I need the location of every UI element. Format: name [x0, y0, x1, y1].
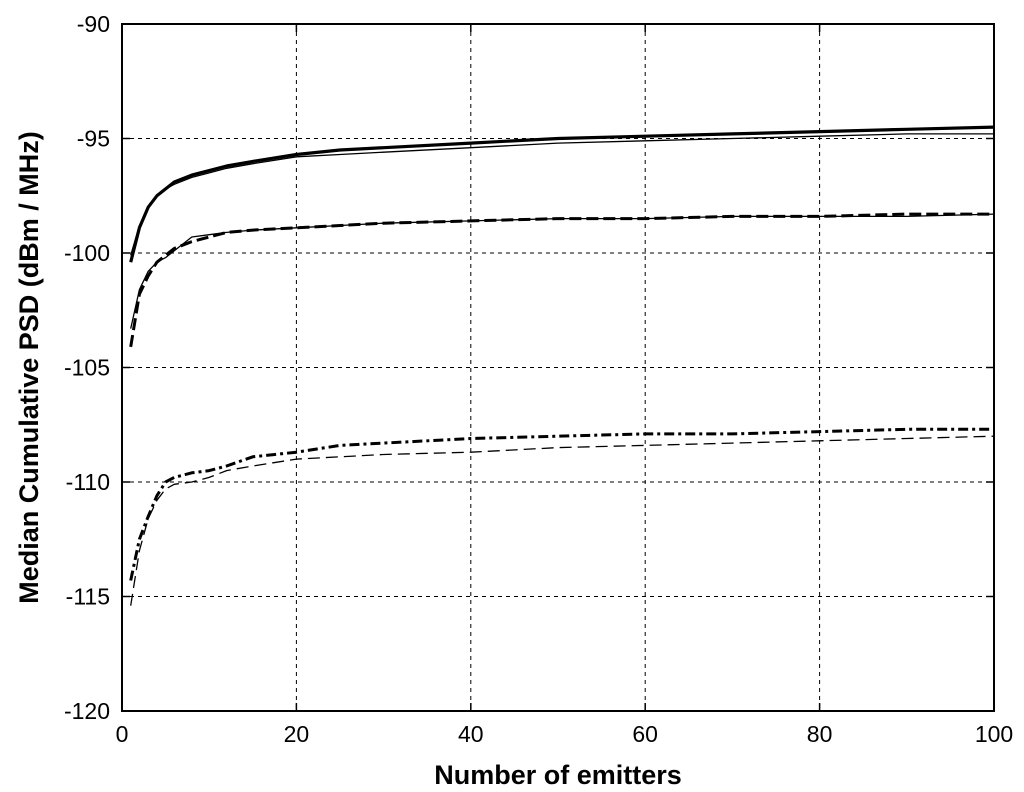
y-tick-label: -115 [66, 584, 110, 610]
x-tick-label: 60 [632, 721, 658, 747]
series-line-2 [130, 133, 994, 256]
x-axis-title: Number of emitters [434, 760, 682, 790]
y-tick-label: -90 [77, 11, 110, 37]
x-tick-label: 100 [975, 721, 1013, 747]
x-tick-label: 20 [284, 721, 310, 747]
y-tick-label: -110 [66, 469, 110, 495]
series-line-5 [129, 427, 994, 581]
y-tick-label: -95 [77, 126, 110, 152]
series-layer [129, 125, 995, 606]
y-tick-label: -120 [64, 698, 110, 724]
grid [122, 24, 994, 711]
x-tick-label: 40 [458, 721, 484, 747]
y-tick-label: -100 [64, 240, 110, 266]
x-tick-label: 0 [116, 721, 129, 747]
y-axis-title: Median Cumulative PSD (dBm / MHz) [14, 131, 44, 604]
y-tick-label: -105 [64, 355, 110, 381]
x-tick-label: 80 [807, 721, 833, 747]
ticks: 0 20 40 60 80 100 -90 -95 -100 -105 -110 -115 -120 [64, 11, 1013, 747]
series-line-3 [129, 212, 994, 348]
series-line-6 [130, 435, 995, 606]
series-line-4 [130, 213, 995, 329]
series-line-1 [129, 125, 995, 263]
